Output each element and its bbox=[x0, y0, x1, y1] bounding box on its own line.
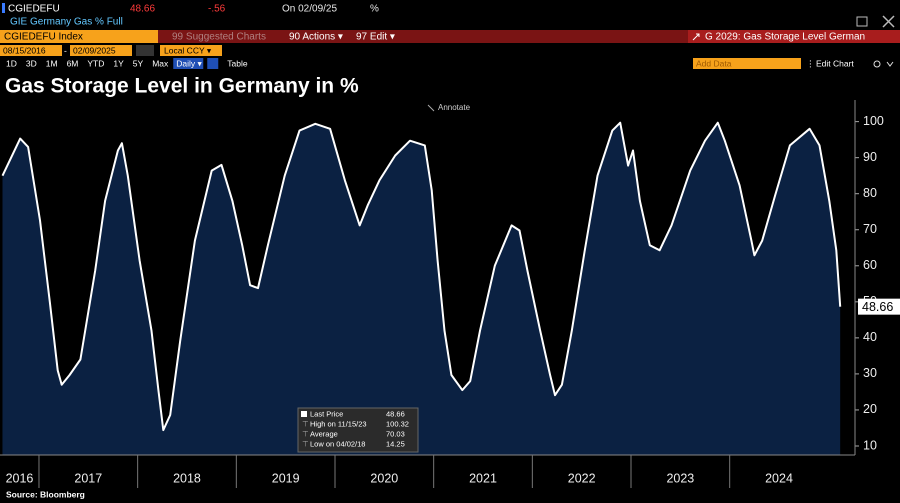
chart-type-icon[interactable] bbox=[207, 58, 219, 69]
x-tick-label: 2022 bbox=[568, 471, 596, 485]
x-tick-label: 2017 bbox=[74, 471, 102, 485]
x-tick-label: 2016 bbox=[6, 471, 34, 485]
legend-stat-value: 70.03 bbox=[386, 429, 405, 438]
legend-value: 48.66 bbox=[386, 409, 405, 418]
calendar-icon[interactable] bbox=[136, 45, 154, 56]
area bbox=[2, 122, 841, 455]
legend-stat-icon: ⊤ bbox=[302, 439, 309, 448]
line bbox=[1, 121, 842, 432]
currency-field[interactable] bbox=[160, 45, 222, 56]
suggested-charts[interactable]: 99 Suggested Charts bbox=[172, 32, 266, 43]
y-tick-label: 10 bbox=[863, 438, 877, 452]
range-button[interactable]: 5Y bbox=[133, 58, 144, 68]
legend-stat-label: High on 11/15/23 bbox=[310, 419, 367, 428]
x-tick-label: 2021 bbox=[469, 471, 497, 485]
end-date: 02/09/2025 bbox=[73, 45, 116, 55]
legend-stat-icon: ⊤ bbox=[302, 429, 309, 438]
legend bbox=[297, 407, 419, 453]
ticker[interactable]: CGIEDEFU bbox=[8, 4, 60, 15]
frequency: Daily ▾ bbox=[176, 58, 202, 68]
legend-stat-icon: ⊤ bbox=[302, 419, 309, 428]
chart-name-bar bbox=[688, 30, 900, 43]
x-tick-label: 2018 bbox=[173, 471, 201, 485]
currency: Local CCY ▾ bbox=[164, 45, 212, 55]
chart-name: G 2029: Gas Storage Level German bbox=[705, 32, 865, 43]
end-date-field[interactable] bbox=[70, 45, 132, 56]
ticker-marker bbox=[2, 3, 5, 13]
annotate[interactable]: Annotate bbox=[438, 103, 471, 112]
range-button[interactable]: 1D bbox=[6, 58, 17, 68]
start-date: 08/15/2016 bbox=[3, 45, 46, 55]
unit: % bbox=[370, 4, 379, 15]
source: Source: Bloomberg bbox=[6, 489, 85, 499]
x-tick-label: 2024 bbox=[765, 471, 793, 485]
y-tick-label: 40 bbox=[863, 330, 877, 344]
y-tick-label: 70 bbox=[863, 222, 877, 236]
range-button[interactable]: 3D bbox=[26, 58, 37, 68]
range-button[interactable]: YTD bbox=[87, 58, 104, 68]
add-data-field[interactable] bbox=[693, 58, 801, 69]
last-value-box bbox=[858, 298, 900, 315]
legend-stat-value: 100.32 bbox=[386, 419, 409, 428]
link-icon[interactable] bbox=[692, 33, 700, 41]
range-button[interactable]: 6M bbox=[67, 58, 79, 68]
y-tick-label: 60 bbox=[863, 258, 877, 272]
x-tick-label: 2019 bbox=[272, 471, 300, 485]
range-button[interactable]: 1Y bbox=[113, 58, 124, 68]
legend-stat-label: Low on 04/02/18 bbox=[310, 439, 365, 448]
legend-stat-value: 14.25 bbox=[386, 439, 405, 448]
frequency-field[interactable] bbox=[173, 58, 204, 69]
x-tick-label: 2020 bbox=[370, 471, 398, 485]
x-tick-label: 2023 bbox=[666, 471, 694, 485]
command-bar bbox=[0, 30, 900, 43]
settings-icon[interactable] bbox=[873, 60, 881, 68]
chart-title: Gas Storage Level in Germany in % bbox=[5, 75, 359, 98]
range-button[interactable]: Max bbox=[152, 58, 169, 68]
security-field-text: CGIEDEFU Index bbox=[4, 32, 83, 43]
range-button[interactable]: 1M bbox=[46, 58, 58, 68]
add-data: Add Data bbox=[696, 58, 732, 68]
y-tick-label: 30 bbox=[863, 366, 877, 380]
y-tick-label: 100 bbox=[863, 114, 884, 128]
price-change: -.56 bbox=[208, 4, 226, 15]
edit-chart-icon: ⋮ bbox=[806, 58, 815, 68]
date-separator: - bbox=[64, 45, 67, 55]
options-icon[interactable] bbox=[886, 61, 894, 67]
y-tick-label: 90 bbox=[863, 150, 877, 164]
y-tick-label: 80 bbox=[863, 186, 877, 200]
export-icon[interactable] bbox=[856, 16, 868, 27]
y-tick-label: 20 bbox=[863, 402, 877, 416]
last-price: 48.66 bbox=[130, 4, 155, 15]
legend-swatch bbox=[301, 411, 307, 417]
legend-stat-label: Average bbox=[310, 429, 338, 438]
legend-name: Last Price bbox=[310, 409, 343, 418]
edit-menu[interactable]: 97 Edit ▾ bbox=[356, 32, 395, 43]
close-icon[interactable] bbox=[882, 15, 895, 28]
annotate-icon[interactable] bbox=[427, 104, 435, 112]
edit-chart[interactable]: Edit Chart bbox=[816, 58, 854, 68]
actions-menu[interactable]: 90 Actions ▾ bbox=[289, 32, 343, 43]
security-field[interactable] bbox=[0, 30, 158, 43]
last-value-label: 48.66 bbox=[862, 300, 893, 314]
security-description: GIE Germany Gas % Full bbox=[10, 17, 123, 28]
start-date-field[interactable] bbox=[0, 45, 62, 56]
table-button[interactable]: Table bbox=[227, 58, 248, 68]
price-date: On 02/09/25 bbox=[282, 4, 337, 15]
